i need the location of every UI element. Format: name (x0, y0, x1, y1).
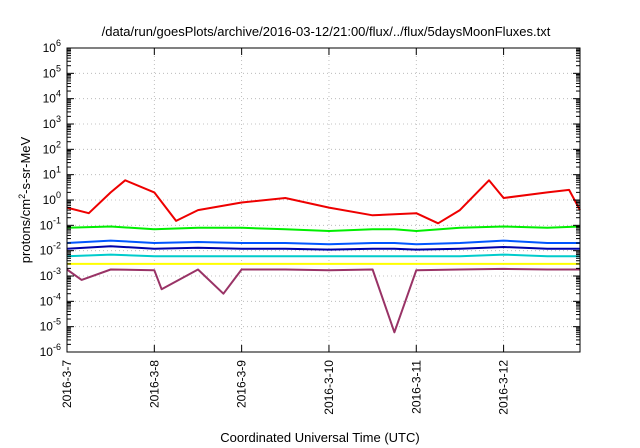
y-tick-label: 10-2 (40, 241, 61, 258)
x-tick-label: 2016-3-9 (235, 360, 249, 408)
y-axis-label-sup: 2 (17, 194, 27, 199)
y-axis: 10-6 10-5 10-4 10-3 10-2 10-1 100 101 102 103 104 1… (40, 38, 580, 359)
series-line (66, 225, 581, 232)
y-tick-label: 103 (43, 114, 61, 131)
y-tick-label: 10-4 (40, 291, 61, 308)
grid (67, 48, 580, 352)
y-tick-label: 10-6 (40, 342, 61, 359)
x-tick-label: 2016-3-11 (409, 360, 423, 414)
y-tick-label: 10-3 (40, 266, 61, 283)
y-axis-label-rest: -s-sr-MeV (18, 136, 33, 193)
series-line (66, 267, 580, 334)
x-tick-label: 2016-3-7 (60, 360, 74, 408)
y-tick-label: 105 (43, 63, 61, 80)
chart-title: /data/run/goesPlots/archive/2016-03-12/2… (102, 24, 551, 39)
x-tick-label: 2016-3-10 (322, 360, 336, 415)
x-axis: 2016-3-7 2016-3-8 2016-3-9 2016-3-10 2016-3-… (60, 48, 511, 415)
y-tick-label: 10-5 (40, 317, 61, 334)
series-line (66, 179, 581, 225)
series-line (66, 253, 580, 258)
y-tick-label: 100 (43, 190, 61, 207)
y-tick-label: 104 (43, 89, 61, 106)
x-tick-label: 2016-3-8 (147, 360, 161, 408)
y-axis-label-base: protons/cm (18, 199, 33, 263)
x-axis-label: Coordinated Universal Time (UTC) (220, 430, 419, 445)
series-layer (66, 179, 581, 334)
y-tick-label: 10-1 (40, 215, 61, 232)
y-axis-label: protons/cm2-s-sr-MeV (17, 136, 33, 263)
y-tick-label: 102 (43, 139, 61, 156)
x-tick-label: 2016-3-12 (497, 360, 511, 415)
y-tick-label: 106 (43, 38, 61, 55)
series-line (66, 245, 580, 251)
series-line (66, 239, 580, 246)
y-tick-label: 101 (43, 165, 61, 182)
